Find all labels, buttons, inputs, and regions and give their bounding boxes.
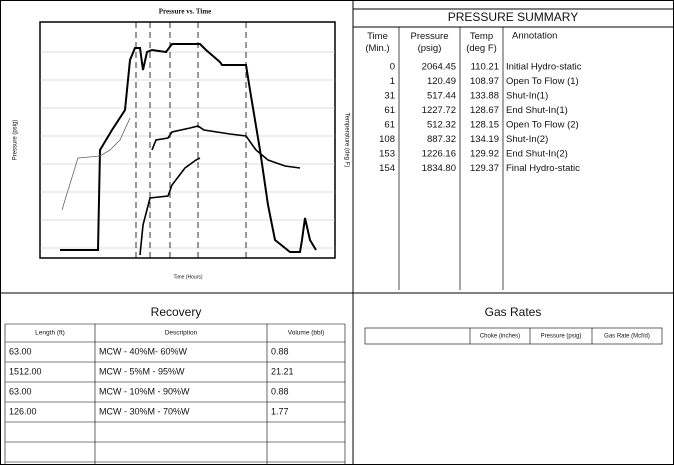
cell: 120.49 (427, 76, 456, 87)
cell: 128.67 (470, 105, 499, 116)
cell: End Shut-In(1) (506, 105, 568, 116)
grid (40, 51, 335, 249)
cell: 21.21 (271, 366, 294, 376)
cell: 1.77 (271, 406, 289, 416)
section-title: Gas Rates (485, 305, 542, 319)
column-header: Pressure (psig) (410, 31, 448, 54)
cell: Open To Flow (1) (506, 76, 579, 87)
cell: 128.15 (470, 120, 499, 131)
cell: MCW - 5%M - 95%W (99, 366, 185, 376)
cell: 61 (384, 120, 395, 131)
cell: 512.32 (427, 120, 456, 131)
temperature-curve (61, 117, 131, 211)
cell: 133.88 (470, 91, 499, 102)
header-line: (Min.) (365, 43, 389, 54)
chart: Pressure vs. Time Pressure (psig) Temper… (13, 8, 350, 281)
cell: 108 (379, 134, 395, 145)
header-line: Pressure (410, 31, 448, 42)
cell: 31 (384, 91, 395, 102)
cell: 134.19 (470, 134, 499, 145)
cell: Open To Flow (2) (506, 120, 579, 131)
section-title: Recovery (151, 305, 202, 319)
column-header: Description (165, 330, 198, 337)
column-header: Annotation (512, 31, 557, 42)
gas-rates-table: Choke (inches) Pressure (psig) Gas Rate (M… (364, 327, 663, 345)
header-line: Time (367, 31, 388, 42)
cell: MCW - 30%M - 70%W (99, 406, 190, 416)
column-header: Volume (bbl) (288, 330, 325, 337)
cell: 2064.45 (422, 62, 456, 73)
plot-area (39, 21, 336, 259)
column-header: Time (Min.) (365, 31, 389, 54)
cell: MCW - 10%M - 90%W (99, 386, 190, 396)
cell: Shut-In(1) (506, 91, 548, 102)
pressure-summary-table: Time (Min.) Pressure (psig) Temp (deg F) Annot… (365, 27, 582, 290)
y2-axis-label: Temperature (deg F) (343, 113, 349, 168)
cell: 887.32 (427, 134, 456, 145)
temperature-curve (151, 125, 301, 169)
cell: 1 (390, 76, 395, 87)
recovery-table: Length (ft) Description Volume (bbl) 63.00 M… (4, 323, 346, 465)
cell: 0.88 (271, 346, 289, 356)
cell: End Shut-In(2) (506, 149, 568, 160)
column-header: Gas Rate (Mcf/d) (604, 334, 650, 340)
cell: 1227.72 (422, 105, 456, 116)
cell: 108.97 (470, 76, 499, 87)
cell: 154 (379, 163, 395, 174)
cell: 1512.00 (9, 366, 42, 376)
cell: MCW - 40%M- 60%W (99, 346, 188, 356)
cell: 63.00 (9, 346, 32, 356)
cell: Shut-In(2) (506, 134, 548, 145)
x-axis-label: Time (Hours) (174, 274, 203, 280)
cell: 0.88 (271, 386, 289, 396)
header-row (364, 327, 663, 345)
cell: 1226.16 (422, 149, 456, 160)
header-line: (deg F) (466, 43, 497, 54)
cell: 153 (379, 149, 395, 160)
column-header: Length (ft) (35, 330, 65, 337)
cell: Initial Hydro-static (506, 62, 582, 73)
cell: Final Hydro-static (506, 163, 580, 174)
cell: 126.00 (9, 406, 37, 416)
cell: 129.92 (470, 149, 499, 160)
cell: 129.37 (470, 163, 499, 174)
column-header: Choke (inches) (480, 334, 520, 340)
cell: 63.00 (9, 386, 32, 396)
cell: 110.21 (471, 62, 499, 73)
header-line: Temp (470, 31, 493, 42)
pressure-curve (139, 157, 201, 256)
cell: 1834.80 (422, 163, 456, 174)
column-header: Pressure (psig) (541, 334, 582, 340)
chart-title: Pressure vs. Time (159, 8, 212, 16)
cell: 61 (384, 105, 395, 116)
cell: 0 (390, 62, 395, 73)
y-axis-label: Pressure (psig) (13, 120, 19, 161)
event-lines (135, 22, 247, 258)
cell: 517.44 (427, 91, 456, 102)
pressure-curve (60, 43, 317, 253)
column-header: Temp (deg F) (466, 31, 497, 54)
header-line: (psig) (418, 43, 442, 54)
section-title: PRESSURE SUMMARY (448, 10, 578, 24)
